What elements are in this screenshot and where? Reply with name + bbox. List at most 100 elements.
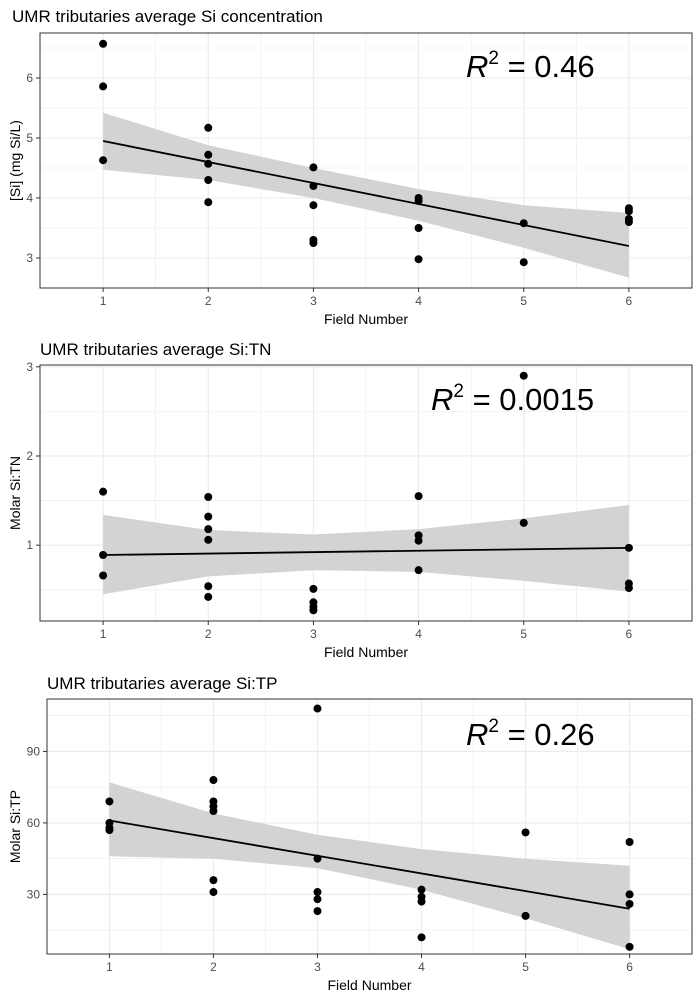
y-tick-label: 30 bbox=[27, 887, 41, 901]
r-squared-exponent: 2 bbox=[488, 716, 499, 737]
data-point bbox=[99, 487, 108, 496]
data-point bbox=[313, 704, 322, 713]
r-squared-value: = 0.46 bbox=[499, 49, 595, 84]
data-point bbox=[204, 592, 213, 601]
data-point bbox=[414, 566, 423, 575]
x-axis-label: Field Number bbox=[324, 311, 408, 327]
x-tick-label: 1 bbox=[106, 960, 113, 974]
x-tick-label: 3 bbox=[310, 294, 317, 308]
r-squared-annotation: R2 = 0.26 bbox=[466, 716, 595, 752]
panel-border bbox=[39, 364, 693, 622]
data-point bbox=[204, 159, 213, 168]
data-point bbox=[209, 888, 218, 897]
y-tick-label: 4 bbox=[26, 191, 33, 205]
data-point bbox=[625, 899, 634, 908]
r-squared-base: R bbox=[431, 382, 453, 417]
y-tick-label: 90 bbox=[27, 744, 41, 758]
data-point bbox=[313, 854, 322, 863]
x-tick-label: 3 bbox=[310, 627, 317, 641]
panel-border bbox=[39, 32, 693, 289]
data-point bbox=[99, 571, 108, 580]
x-tick-label: 1 bbox=[100, 627, 107, 641]
data-point bbox=[105, 797, 114, 806]
data-point bbox=[99, 550, 108, 559]
data-point bbox=[309, 182, 318, 190]
data-point bbox=[204, 123, 213, 132]
data-point bbox=[313, 888, 322, 897]
data-point bbox=[209, 776, 218, 785]
plot-layer: 1 2 3 4 5 6 1 2 3 bbox=[26, 360, 693, 641]
x-tick-label: 1 bbox=[100, 294, 107, 308]
data-point bbox=[309, 584, 318, 593]
y-tick-label: 1 bbox=[26, 538, 33, 552]
x-tick-label: 5 bbox=[520, 294, 527, 308]
y-tick-label: 6 bbox=[26, 71, 33, 85]
data-point bbox=[99, 82, 108, 91]
x-tick-label: 4 bbox=[415, 294, 422, 308]
y-tick-label: 2 bbox=[26, 449, 33, 463]
data-point bbox=[414, 492, 423, 501]
data-point bbox=[625, 837, 634, 846]
x-tick-label: 3 bbox=[314, 960, 321, 974]
data-point bbox=[624, 207, 633, 216]
y-axis-label: Molar Si:TN bbox=[7, 456, 23, 530]
x-tick-label: 2 bbox=[205, 294, 212, 308]
y-tick-label: 3 bbox=[26, 360, 33, 374]
x-axis-label: Field Number bbox=[327, 977, 411, 993]
regression-line bbox=[109, 819, 630, 910]
data-point bbox=[313, 907, 322, 916]
r-squared-exponent: 2 bbox=[488, 48, 499, 69]
x-tick-label: 4 bbox=[415, 627, 422, 641]
data-point bbox=[417, 933, 426, 942]
r-squared-exponent: 2 bbox=[453, 381, 464, 402]
r-squared-annotation: R2 = 0.46 bbox=[466, 48, 595, 84]
regression-line bbox=[103, 546, 629, 556]
chart-title: UMR tributaries average Si:TP bbox=[47, 674, 278, 693]
data-point bbox=[519, 258, 528, 267]
data-point bbox=[417, 885, 426, 894]
data-point bbox=[99, 39, 108, 48]
plot-layer: 1 2 3 4 5 6 30 60 90 bbox=[27, 698, 693, 974]
data-point bbox=[519, 518, 528, 527]
data-point bbox=[519, 371, 528, 380]
data-point bbox=[204, 493, 213, 502]
data-point bbox=[99, 156, 108, 165]
chart-title: UMR tributaries average Si:TN bbox=[40, 340, 271, 359]
confidence-band bbox=[103, 505, 629, 595]
regression-line bbox=[102, 140, 630, 247]
data-point bbox=[624, 543, 633, 552]
confidence-band bbox=[103, 112, 629, 278]
panel-border bbox=[46, 698, 693, 955]
data-point bbox=[105, 826, 114, 835]
x-tick-label: 4 bbox=[418, 960, 425, 974]
x-axis-label: Field Number bbox=[324, 644, 408, 660]
data-point bbox=[521, 911, 530, 920]
y-tick-label: 60 bbox=[27, 816, 41, 830]
data-point bbox=[209, 876, 218, 885]
x-tick-label: 5 bbox=[520, 627, 527, 641]
y-tick-label: 3 bbox=[26, 251, 33, 265]
data-point bbox=[414, 224, 423, 232]
data-point bbox=[414, 197, 423, 205]
data-point bbox=[624, 583, 633, 592]
x-tick-label: 2 bbox=[210, 960, 217, 974]
data-point bbox=[625, 942, 634, 951]
r-squared-annotation: R2 = 0.0015 bbox=[431, 381, 594, 417]
data-point bbox=[209, 807, 218, 816]
y-tick-label: 5 bbox=[26, 131, 33, 145]
data-point bbox=[519, 219, 528, 228]
data-point bbox=[313, 895, 322, 904]
y-axis-label: [Si] (mg Si/L) bbox=[7, 120, 23, 201]
data-point bbox=[204, 198, 213, 207]
data-point bbox=[414, 536, 423, 545]
x-tick-label: 2 bbox=[205, 627, 212, 641]
y-axis-label: Molar Si:TP bbox=[7, 790, 23, 863]
data-point bbox=[204, 582, 213, 591]
data-point bbox=[521, 828, 530, 837]
data-point bbox=[624, 218, 633, 226]
data-point bbox=[204, 176, 213, 184]
data-point bbox=[417, 897, 426, 906]
chart-title: UMR tributaries average Si concentration bbox=[12, 7, 323, 26]
data-point bbox=[204, 535, 213, 544]
